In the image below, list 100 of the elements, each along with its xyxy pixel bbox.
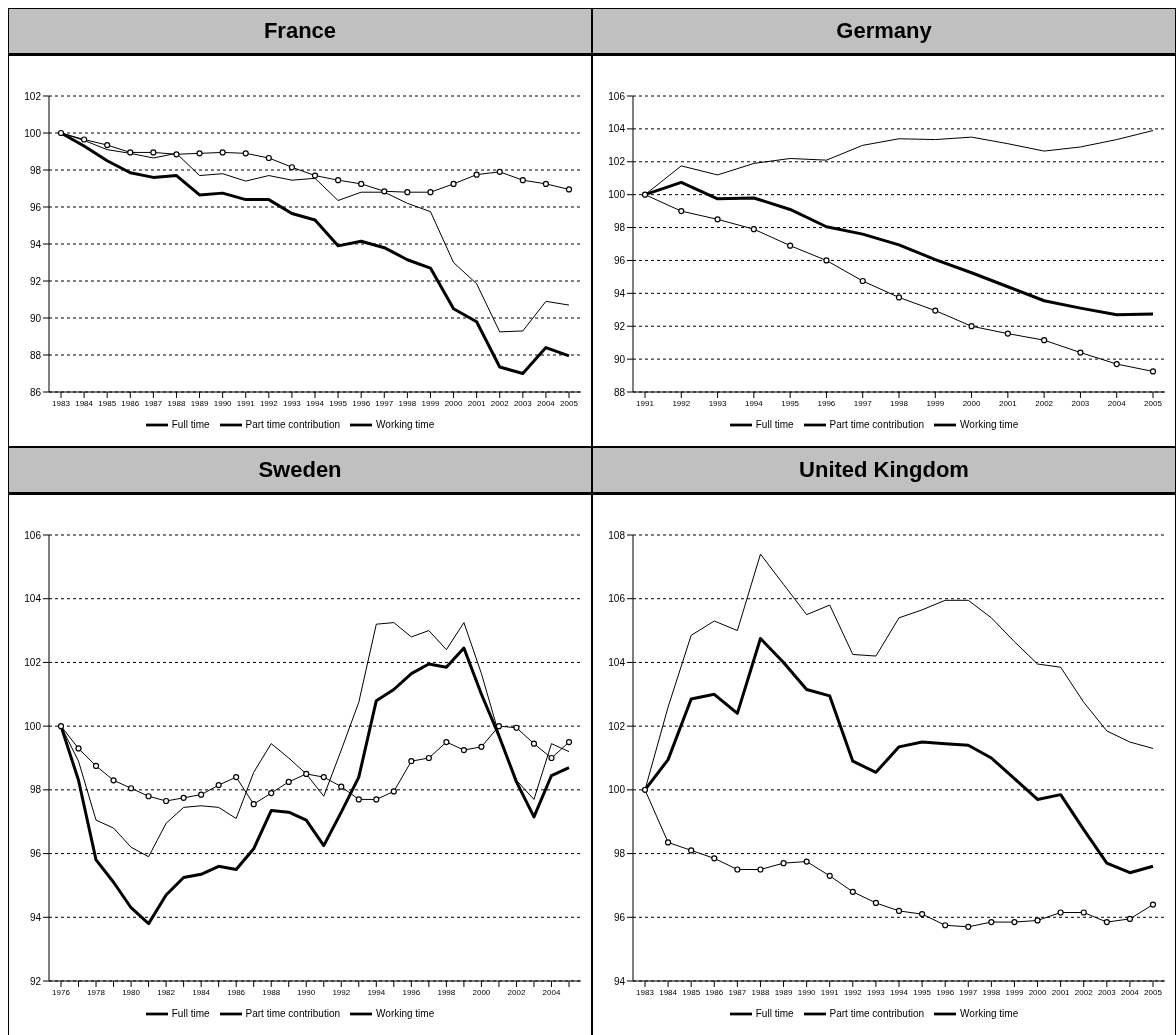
- x-tick-label: 1988: [262, 987, 281, 997]
- x-tick-label: 1994: [306, 398, 325, 408]
- y-tick-label: 96: [613, 911, 626, 923]
- x-tick-label: 1993: [283, 398, 302, 408]
- x-tick-label: 2002: [1035, 398, 1054, 408]
- y-tick-label: 100: [24, 720, 42, 732]
- x-tick-label: 1998: [437, 987, 456, 997]
- x-tick-label: 1983: [636, 987, 655, 997]
- y-tick-label: 90: [613, 353, 626, 365]
- legend-label: Working time: [960, 418, 1019, 430]
- x-tick-label: 1989: [774, 987, 793, 997]
- x-tick-label: 1993: [708, 398, 728, 408]
- y-tick-label: 104: [608, 656, 626, 668]
- y-tick-label: 106: [608, 593, 626, 605]
- x-tick-label: 1995: [913, 987, 932, 997]
- y-tick-label: 90: [29, 312, 42, 324]
- x-tick-label: 1994: [890, 987, 909, 997]
- x-tick-label: 1999: [1005, 987, 1024, 997]
- x-tick-label: 2003: [1097, 987, 1117, 997]
- x-tick-label: 1995: [329, 398, 348, 408]
- y-tick-label: 94: [29, 238, 42, 250]
- x-tick-label: 1983: [52, 398, 71, 408]
- x-tick-label: 1984: [192, 987, 211, 997]
- y-tick-label: 88: [29, 349, 42, 361]
- y-tick-label: 94: [29, 911, 42, 923]
- x-tick-label: 1978: [87, 987, 106, 997]
- x-tick-label: 1990: [797, 987, 817, 997]
- x-tick-label: 1998: [890, 398, 909, 408]
- y-tick-label: 96: [29, 848, 42, 860]
- y-tick-label: 98: [613, 222, 626, 234]
- x-tick-label: 1996: [936, 987, 955, 997]
- x-tick-label: 1993: [867, 987, 886, 997]
- y-tick-label: 92: [29, 975, 42, 987]
- x-tick-label: 2000: [444, 398, 463, 408]
- legend-label: Full time: [171, 1007, 210, 1019]
- legend-label: Part time contribution: [245, 1007, 341, 1019]
- y-tick-label: 94: [613, 287, 626, 299]
- y-tick-label: 86: [29, 386, 42, 398]
- y-tick-label: 104: [608, 123, 626, 135]
- y-tick-label: 100: [608, 189, 626, 201]
- x-tick-label: 2004: [1107, 398, 1127, 408]
- x-tick-label: 1988: [751, 987, 770, 997]
- x-tick-label: 1996: [402, 987, 421, 997]
- legend-label: Part time contribution: [829, 1007, 925, 1019]
- x-tick-label: 1991: [636, 398, 655, 408]
- y-tick-label: 106: [24, 529, 42, 541]
- y-tick-label: 98: [613, 848, 626, 860]
- x-tick-label: 2002: [1074, 987, 1094, 997]
- y-tick-label: 102: [24, 656, 42, 668]
- y-tick-label: 98: [29, 784, 42, 796]
- x-tick-label: 2000: [962, 398, 982, 408]
- x-tick-label: 1989: [190, 398, 209, 408]
- x-tick-label: 1994: [367, 987, 386, 997]
- x-tick-label: 1991: [236, 398, 256, 408]
- legend-label: Working time: [376, 1007, 435, 1019]
- x-tick-label: 2005: [560, 398, 579, 408]
- x-tick-label: 2002: [507, 987, 526, 997]
- y-tick-label: 96: [613, 254, 626, 266]
- x-tick-label: 1998: [982, 987, 1001, 997]
- y-tick-label: 94: [613, 975, 626, 987]
- x-tick-label: 1976: [52, 987, 71, 997]
- y-tick-label: 98: [29, 164, 42, 176]
- legend-label: Full time: [171, 418, 210, 430]
- x-tick-label: 1982: [157, 987, 176, 997]
- x-tick-label: 1992: [672, 398, 691, 408]
- chart-title: France: [9, 9, 591, 56]
- y-tick-label: 100: [24, 127, 42, 139]
- y-tick-label: 100: [608, 784, 626, 796]
- chart-title: United Kingdom: [593, 448, 1175, 495]
- legend-label: Working time: [960, 1007, 1019, 1019]
- x-tick-label: 1999: [421, 398, 440, 408]
- x-tick-label: 1987: [144, 398, 163, 408]
- x-tick-label: 1992: [332, 987, 351, 997]
- legend-label: Full time: [755, 418, 794, 430]
- x-tick-label: 2000: [472, 987, 491, 997]
- x-tick-label: 2003: [513, 398, 533, 408]
- x-tick-label: 1997: [959, 987, 978, 997]
- x-tick-label: 2005: [1144, 987, 1163, 997]
- x-tick-label: 1986: [121, 398, 140, 408]
- x-tick-label: 1997: [853, 398, 873, 408]
- x-tick-label: 1984: [75, 398, 94, 408]
- x-tick-label: 2001: [998, 398, 1018, 408]
- x-tick-label: 1986: [227, 987, 246, 997]
- x-tick-label: 2003: [1071, 398, 1090, 408]
- y-tick-label: 102: [24, 90, 42, 102]
- x-tick-label: 2000: [1028, 987, 1047, 997]
- y-tick-label: 106: [608, 90, 626, 102]
- x-tick-label: 2004: [537, 398, 556, 408]
- x-tick-label: 1998: [398, 398, 417, 408]
- y-tick-label: 102: [608, 156, 626, 168]
- y-tick-label: 96: [29, 201, 42, 213]
- y-tick-label: 104: [24, 593, 42, 605]
- y-tick-label: 108: [608, 529, 626, 541]
- x-tick-label: 1990: [297, 987, 316, 997]
- y-tick-label: 102: [608, 720, 626, 732]
- x-tick-label: 1991: [820, 987, 840, 997]
- x-tick-label: 1992: [843, 987, 863, 997]
- x-tick-label: 2002: [490, 398, 510, 408]
- chart-title: Sweden: [9, 448, 591, 495]
- x-tick-label: 2001: [467, 398, 487, 408]
